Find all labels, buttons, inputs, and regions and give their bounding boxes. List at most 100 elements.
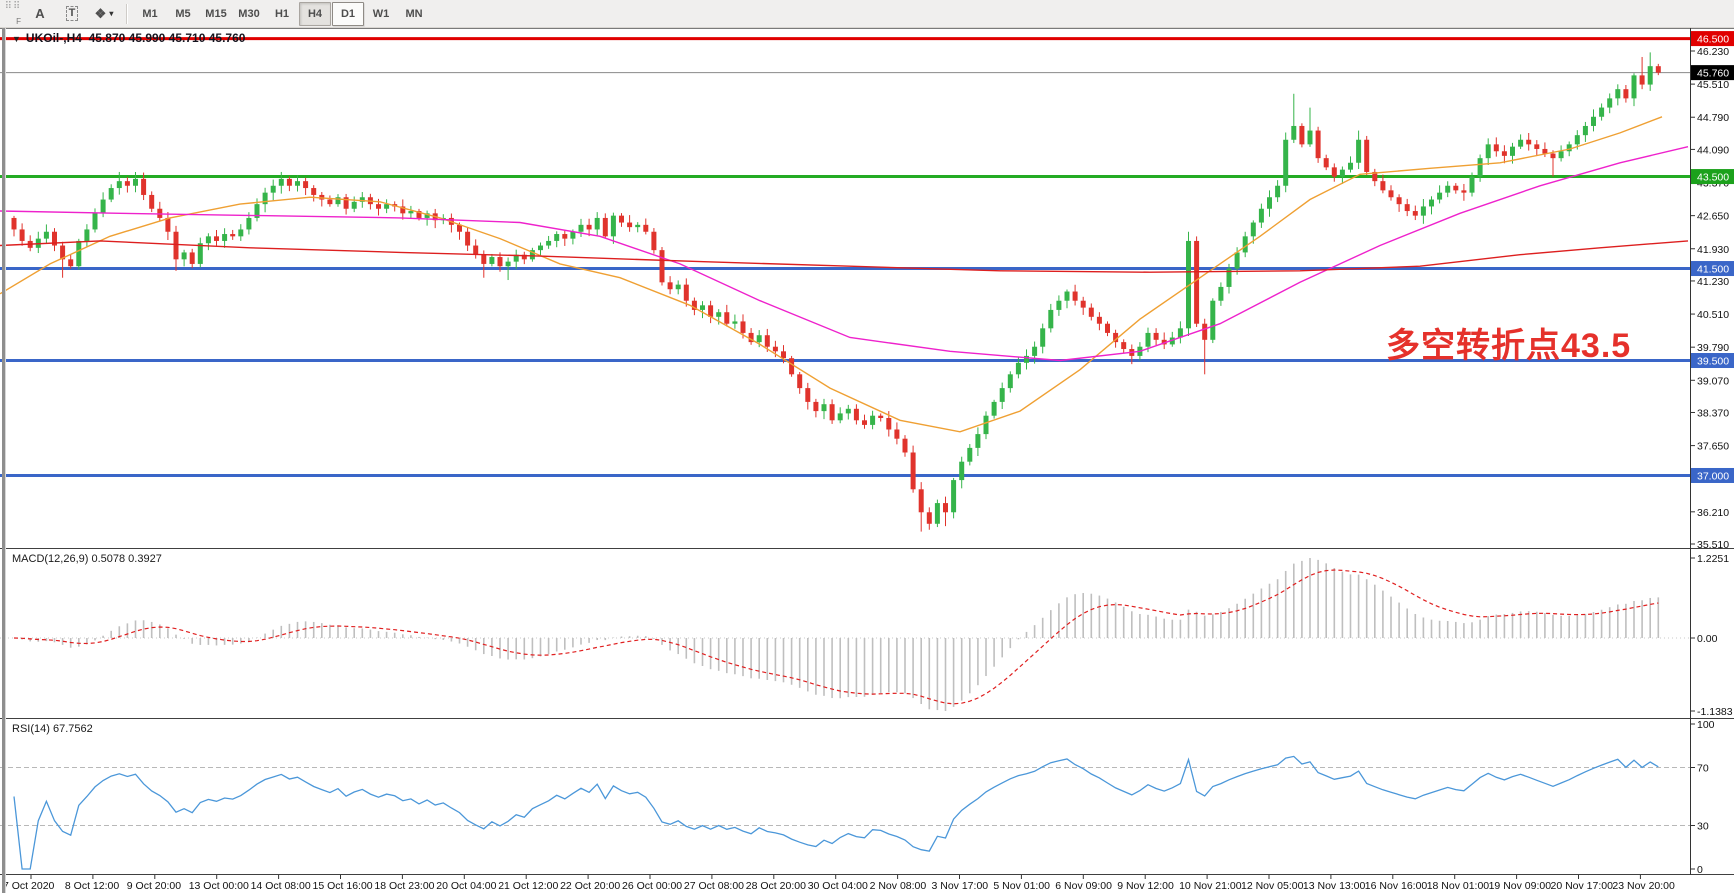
annotation-text: 多空转折点43.5 <box>1386 327 1632 365</box>
time-label: 9 Oct 20:00 <box>127 880 181 892</box>
time-label: 19 Nov 09:00 <box>1489 880 1552 892</box>
time-label: 30 Oct 04:00 <box>808 880 868 892</box>
price-badges: 46.500 45.760 43.500 41.500 39.500 37.000 <box>1691 31 1734 483</box>
svg-text:35.510: 35.510 <box>1697 539 1729 548</box>
svg-text:0.00: 0.00 <box>1697 633 1718 645</box>
resistance-badge-46500 <box>1691 31 1734 47</box>
svg-text:39.500: 39.500 <box>1697 356 1729 368</box>
svg-text:46.500: 46.500 <box>1697 34 1729 46</box>
timeframe-button-d1[interactable]: D1 <box>332 1 364 26</box>
time-label: 8 Oct 12:00 <box>65 880 119 892</box>
svg-text:100: 100 <box>1697 719 1715 731</box>
time-label: 21 Oct 12:00 <box>498 880 558 892</box>
toolbar-tools: ⠿⠿ F A T ❖ ▾ <box>0 0 120 26</box>
svg-text:44.790: 44.790 <box>1697 112 1729 124</box>
svg-text:38.370: 38.370 <box>1697 407 1729 419</box>
time-label: 27 Oct 08:00 <box>684 880 744 892</box>
time-label: 23 Nov 20:00 <box>1612 880 1675 892</box>
ma-slow-red <box>0 240 1689 273</box>
svg-text:45.510: 45.510 <box>1697 79 1729 91</box>
time-label: 22 Oct 20:00 <box>560 880 620 892</box>
svg-text:44.090: 44.090 <box>1697 144 1729 156</box>
svg-text:1.2251: 1.2251 <box>1697 553 1729 565</box>
text-tool-button[interactable]: T <box>56 2 88 26</box>
time-label: 16 Nov 16:00 <box>1365 880 1428 892</box>
ma-fast-orange <box>0 116 1663 433</box>
text-tool-icon: T <box>65 6 79 21</box>
rsi-panel[interactable]: 100 70 30 0 <box>0 718 1734 875</box>
ohlc-values: 45.870 45.990 45.710 45.760 <box>88 31 246 45</box>
time-label: 2 Nov 08:00 <box>870 880 927 892</box>
time-label: 28 Oct 20:00 <box>746 880 806 892</box>
support-badge-37000 <box>1691 467 1734 483</box>
rsi-line <box>13 755 1659 870</box>
timeframe-button-mn[interactable]: MN <box>405 7 423 20</box>
shapes-tool-icon: ❖ <box>94 5 107 21</box>
time-label: 26 Oct 00:00 <box>622 880 682 892</box>
toolbar-separator <box>126 3 128 24</box>
macd-signal-line <box>13 569 1659 705</box>
svg-text:45.760: 45.760 <box>1697 68 1729 80</box>
time-label: 20 Oct 04:00 <box>436 880 496 892</box>
svg-text:42.650: 42.650 <box>1697 211 1729 223</box>
toolbar: ⠿⠿ F A T ❖ ▾ M1 M5 M15 M30 H1 H4 D1 W1 MN <box>0 0 1734 28</box>
svg-text:30: 30 <box>1697 821 1709 833</box>
timeframe-button-m30[interactable]: M30 <box>238 7 260 20</box>
svg-text:41.930: 41.930 <box>1697 244 1729 256</box>
time-label: 14 Oct 08:00 <box>251 880 311 892</box>
time-label: 13 Oct 00:00 <box>189 880 249 892</box>
drag-handle-button[interactable]: ⠿⠿ F <box>4 0 22 26</box>
pivot-badge-43500 <box>1691 169 1734 185</box>
font-tool-icon: A <box>35 6 45 21</box>
svg-text:39.790: 39.790 <box>1697 342 1729 354</box>
svg-text:-1.1383: -1.1383 <box>1697 706 1733 718</box>
timeframe-button-m5[interactable]: M5 <box>175 7 191 20</box>
timeframe-button-w1[interactable]: W1 <box>372 7 390 20</box>
shapes-tool-button[interactable]: ❖ ▾ <box>88 2 120 26</box>
time-label: 18 Oct 23:00 <box>374 880 434 892</box>
chart-area[interactable]: 46.23045.51044.79044.09043.37042.65041.9… <box>0 28 1734 893</box>
svg-text:43.500: 43.500 <box>1697 172 1729 184</box>
svg-text:37.000: 37.000 <box>1697 470 1729 482</box>
time-label: 7 Oct 2020 <box>3 880 55 892</box>
svg-text:41.230: 41.230 <box>1697 276 1729 288</box>
time-label: 10 Nov 21:00 <box>1179 880 1242 892</box>
support-badge-39500 <box>1691 353 1734 369</box>
drag-handle-icon: ⠿⠿ <box>4 0 22 12</box>
time-label: 12 Nov 05:00 <box>1241 880 1304 892</box>
time-label: 13 Nov 13:00 <box>1303 880 1366 892</box>
timeframe-button-h1[interactable]: H1 <box>274 7 290 20</box>
svg-text:39.070: 39.070 <box>1697 375 1729 387</box>
symbol-dropdown-icon[interactable]: ▼ <box>12 34 21 44</box>
time-label: 15 Oct 16:00 <box>313 880 373 892</box>
time-label: 5 Nov 01:00 <box>993 880 1050 892</box>
support-badge-41500 <box>1691 261 1734 277</box>
macd-histogram <box>21 558 1660 711</box>
time-axis: 7 Oct 2020 8 Oct 12:00 9 Oct 20:00 13 Oct 0… <box>3 875 1675 892</box>
timeframe-button-m15[interactable]: M15 <box>205 7 227 20</box>
last-price-badge <box>1691 65 1734 81</box>
time-label: 3 Nov 17:00 <box>932 880 989 892</box>
dropdown-caret-icon: ▾ <box>109 9 114 18</box>
font-tool-button[interactable]: A <box>24 2 56 26</box>
symbol-period-label: UKOil-,H4 <box>25 31 82 45</box>
svg-text:46.230: 46.230 <box>1697 46 1729 58</box>
time-label: 18 Nov 01:00 <box>1427 880 1490 892</box>
rsi-label: RSI(14) 67.7562 <box>12 723 93 735</box>
timeframe-button-h4[interactable]: H4 <box>299 1 331 26</box>
timeframe-button-m1[interactable]: M1 <box>142 7 158 20</box>
time-label: 20 Nov 17:00 <box>1551 880 1614 892</box>
chart-title: ▼ UKOil-,H4 45.870 45.990 45.710 45.760 <box>12 31 245 45</box>
candles-layer <box>11 52 1661 532</box>
time-label: 6 Nov 09:00 <box>1055 880 1112 892</box>
svg-text:0: 0 <box>1697 864 1703 875</box>
macd-label: MACD(12,26,9) 0.5078 0.3927 <box>12 553 162 565</box>
macd-panel[interactable]: 1.2251 0.00 -1.1383 <box>0 548 1734 718</box>
svg-text:36.210: 36.210 <box>1697 507 1729 519</box>
window-left-border <box>2 28 6 893</box>
svg-text:41.500: 41.500 <box>1697 264 1729 276</box>
svg-text:37.650: 37.650 <box>1697 441 1729 453</box>
ma-mid-magenta <box>0 146 1689 362</box>
main-price-panel[interactable]: 46.23045.51044.79044.09043.37042.65041.9… <box>0 28 1734 548</box>
